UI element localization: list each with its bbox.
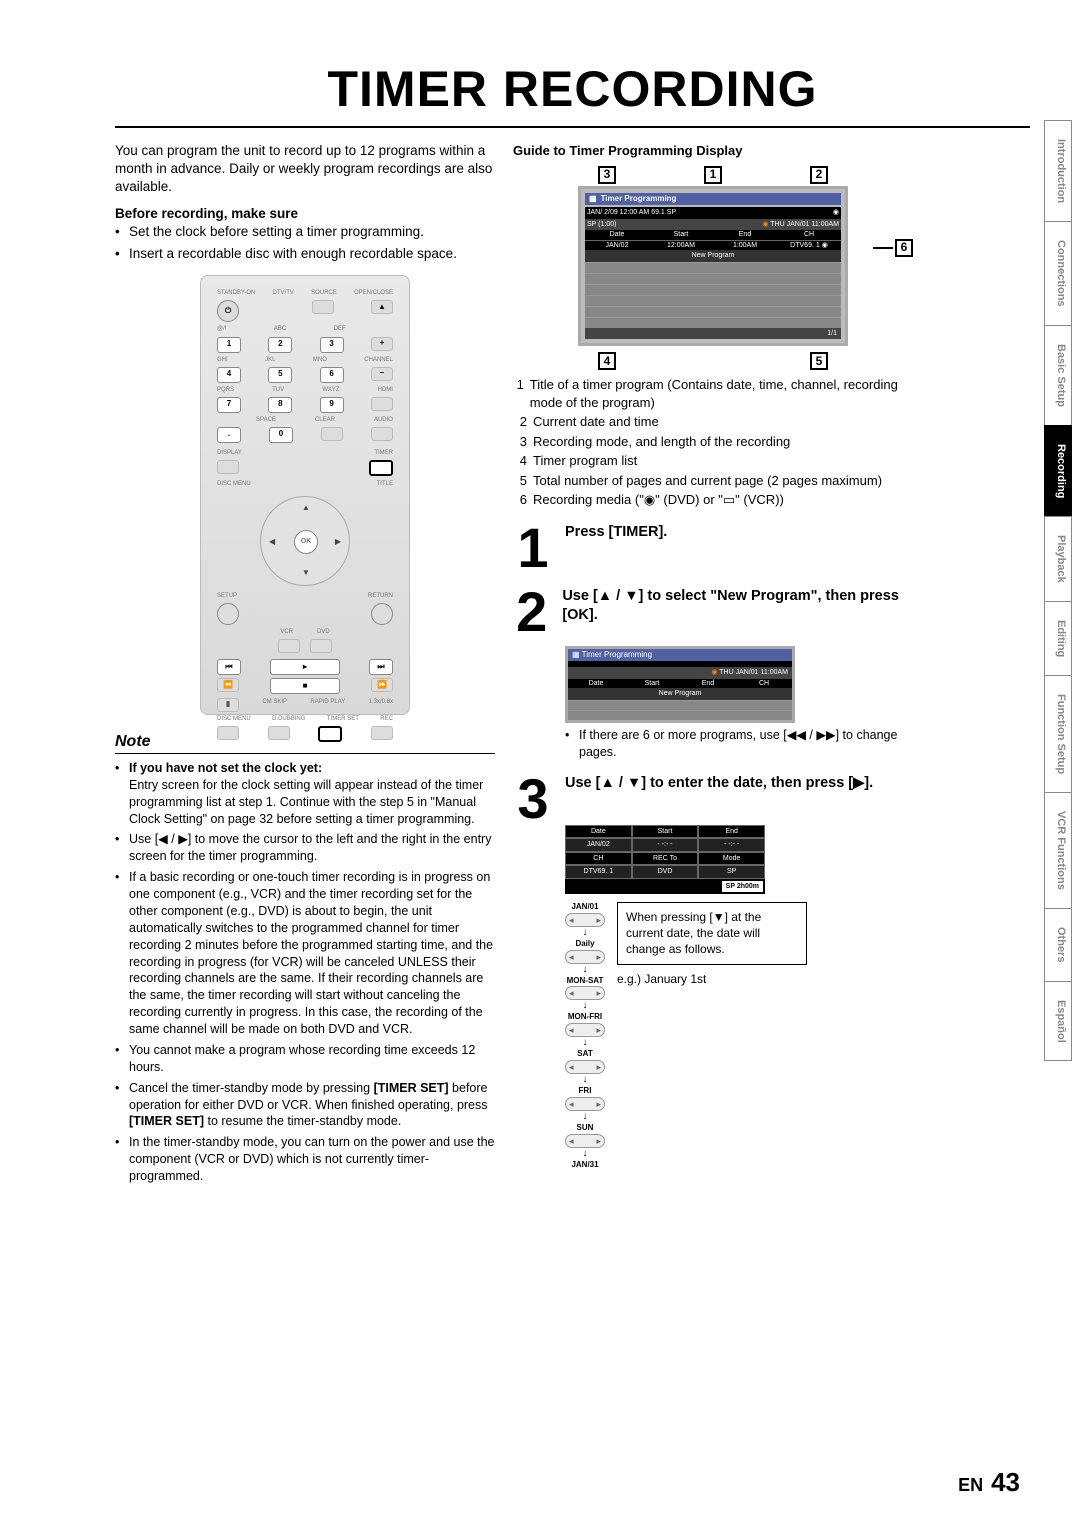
tab-introduction[interactable]: Introduction: [1044, 120, 1072, 222]
note-item: •Cancel the timer-standby mode by pressi…: [115, 1080, 495, 1131]
date-example: e.g.) January 1st: [617, 971, 807, 987]
tab-recording[interactable]: Recording: [1044, 425, 1072, 517]
callout-3: 3: [598, 166, 616, 184]
callout-4: 4: [598, 352, 616, 370]
legend-row: 2Current date and time: [513, 413, 913, 431]
legend-row: 4Timer program list: [513, 452, 913, 470]
legend-row: 5Total number of pages and current page …: [513, 472, 913, 490]
open-close-button: ▲: [371, 300, 393, 314]
date-info-box: When pressing [▼] at the current date, t…: [617, 902, 807, 965]
tab-español[interactable]: Español: [1044, 981, 1072, 1062]
right-column: Guide to Timer Programming Display 3 1 2…: [513, 142, 913, 1189]
step3-table: DateStartEnd JAN/02- -:- -- -:- - CHREC …: [565, 825, 765, 894]
tab-function-setup[interactable]: Function Setup: [1044, 675, 1072, 793]
date-flow-diagram: JAN/01↓Daily↓MON-SAT↓MON-FRI↓SAT↓FRI↓SUN…: [565, 902, 605, 1170]
remote-control-illustration: STANDBY-ONDTV/TVSOURCEOPEN/CLOSE ⏻▲ @/!A…: [200, 275, 410, 715]
tab-editing[interactable]: Editing: [1044, 601, 1072, 676]
title-rule: [115, 126, 1030, 128]
before-item: •Insert a recordable disc with enough re…: [115, 245, 495, 263]
tab-basic-setup[interactable]: Basic Setup: [1044, 325, 1072, 426]
legend-row: 1Title of a timer program (Contains date…: [513, 376, 913, 411]
intro-paragraph: You can program the unit to record up to…: [115, 142, 495, 197]
display-legend: 1Title of a timer program (Contains date…: [513, 376, 913, 509]
step2-display: ▦ Timer Programming ◉ THU JAN/01 11:00AM…: [565, 646, 795, 723]
legend-row: 3Recording mode, and length of the recor…: [513, 433, 913, 451]
source-button: [312, 300, 334, 314]
note-item: •You cannot make a program whose recordi…: [115, 1042, 495, 1076]
callout-2: 2: [810, 166, 828, 184]
section-tabs: IntroductionConnectionsBasic SetupRecord…: [1044, 120, 1072, 1060]
note-sub-head: If you have not set the clock yet:: [129, 761, 322, 775]
tab-connections[interactable]: Connections: [1044, 221, 1072, 326]
tab-vcr-functions[interactable]: VCR Functions: [1044, 792, 1072, 909]
before-item: •Set the clock before setting a timer pr…: [115, 223, 495, 241]
dpad: ▲ ▼ ◀ ▶ OK: [260, 496, 350, 586]
note-sub-body: Entry screen for the clock setting will …: [129, 778, 483, 826]
note-item: •If a basic recording or one-touch timer…: [115, 869, 495, 1038]
timer-set-button: [318, 726, 342, 742]
tab-playback[interactable]: Playback: [1044, 516, 1072, 602]
guide-heading: Guide to Timer Programming Display: [513, 142, 913, 160]
note-item: •In the timer-standby mode, you can turn…: [115, 1134, 495, 1185]
page-title: TIMER RECORDING: [115, 60, 1030, 118]
timer-programming-display: ▦Timer Programming JAN/ 2/09 12:00 AM 69…: [578, 186, 848, 346]
before-recording-head: Before recording, make sure: [115, 205, 495, 223]
step-3: 3 Use [▲ / ▼] to enter the date, then pr…: [513, 774, 913, 824]
tab-others[interactable]: Others: [1044, 908, 1072, 981]
step-1: 1 Press [TIMER].: [513, 523, 913, 573]
left-column: You can program the unit to record up to…: [115, 142, 495, 1189]
step-2: 2 Use [▲ / ▼] to select "New Program", t…: [513, 587, 913, 637]
timer-button: [369, 460, 393, 476]
callout-6: 6: [895, 239, 913, 257]
legend-row: 6Recording media ("◉" (DVD) or "▭" (VCR)…: [513, 491, 913, 509]
step2-note: If there are 6 or more programs, use [◀◀…: [579, 727, 913, 761]
ok-button: OK: [294, 530, 318, 554]
callout-1: 1: [704, 166, 722, 184]
page-footer: EN43: [958, 1467, 1020, 1498]
standby-button: ⏻: [217, 300, 239, 322]
note-item: •Use [◀ / ▶] to move the cursor to the l…: [115, 831, 495, 865]
callout-5: 5: [810, 352, 828, 370]
